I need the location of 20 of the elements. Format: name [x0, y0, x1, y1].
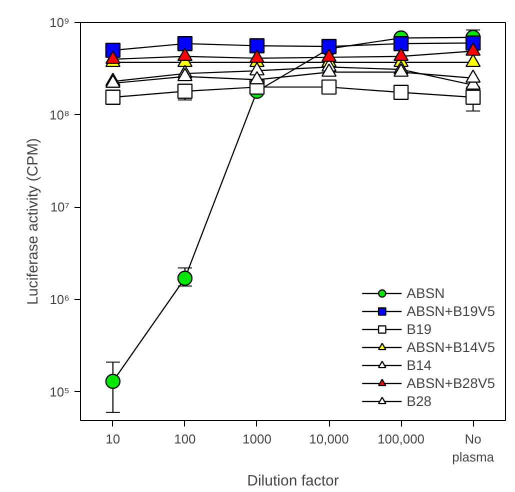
x-tick-label: No plasma [452, 432, 495, 464]
x-tick-label: 100,000 [378, 432, 425, 446]
legend-label: B19 [406, 320, 432, 338]
y-tick-label: 10⁶ [50, 292, 70, 308]
legend-label: ABSN+B28V5 [406, 374, 495, 392]
y-tick-label: 10⁷ [50, 200, 70, 215]
legend-label: ABSN [406, 284, 445, 302]
y-tick-label: 10⁵ [50, 384, 70, 400]
y-tick-label: 10⁸ [50, 107, 70, 122]
x-tick-label: 100 [174, 432, 196, 446]
legend-label: ABSN+B19V5 [406, 302, 495, 320]
x-tick-label: 1000 [242, 432, 272, 446]
legend-label: B14 [406, 356, 432, 374]
x-tick-label: 10,000 [309, 432, 349, 446]
y-tick-label: 10⁹ [49, 15, 70, 30]
x-tick-label: 10 [106, 432, 120, 446]
y-axis-title: Luciferase activity (CPM) [24, 138, 42, 305]
x-axis-title: Dilution factor [247, 472, 339, 490]
legend-label: B28 [406, 392, 432, 410]
legend-label: ABSN+B14V5 [406, 338, 495, 356]
